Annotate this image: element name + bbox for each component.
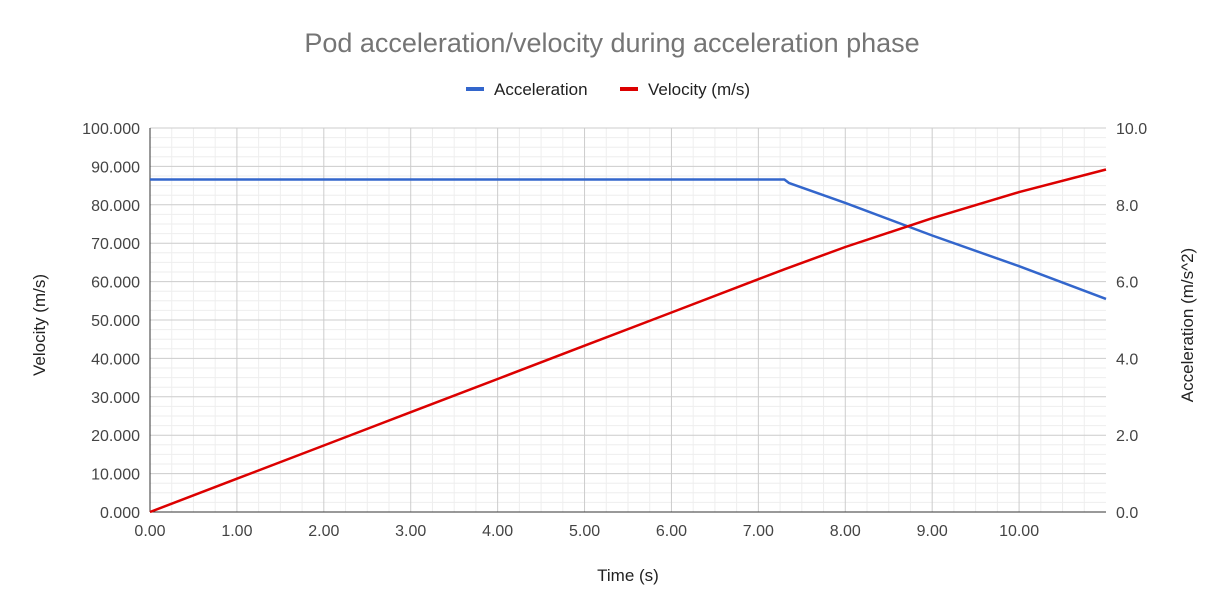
left-y-tick-label: 90.000 — [91, 159, 140, 176]
right-axis-tick-labels: 0.0 2.0 4.0 6.0 8.0 10.0 — [1116, 121, 1147, 522]
legend-item-acceleration[interactable]: Acceleration — [466, 80, 588, 99]
left-y-tick-label: 30.000 — [91, 390, 140, 407]
legend-label-velocity: Velocity (m/s) — [648, 80, 750, 99]
right-y-tick-label: 8.0 — [1116, 198, 1138, 215]
left-y-tick-label: 10.000 — [91, 467, 140, 484]
left-axis-tick-labels: 0.000 10.000 20.000 30.000 40.000 50.000 60.00… — [82, 121, 140, 522]
major-gridlines — [150, 127, 1106, 512]
legend-item-velocity[interactable]: Velocity (m/s) — [620, 80, 750, 99]
series-line-acceleration — [150, 178, 1107, 301]
legend-label-acceleration: Acceleration — [494, 80, 588, 99]
legend-swatch-acceleration — [466, 87, 484, 91]
left-y-tick-label: 60.000 — [91, 275, 140, 292]
right-y-tick-label: 4.0 — [1116, 351, 1138, 368]
x-tick-label: 10.00 — [999, 523, 1039, 540]
x-tick-label: 5.00 — [569, 523, 600, 540]
right-axis-title: Acceleration (m/s^2) — [1178, 248, 1197, 402]
right-y-tick-label: 6.0 — [1116, 275, 1138, 292]
series-layer — [149, 168, 1107, 514]
x-tick-label: 7.00 — [743, 523, 774, 540]
left-y-tick-label: 20.000 — [91, 428, 140, 445]
left-y-tick-label: 40.000 — [91, 351, 140, 368]
right-y-tick-label: 0.0 — [1116, 505, 1138, 522]
x-tick-label: 2.00 — [308, 523, 339, 540]
left-y-tick-label: 50.000 — [91, 313, 140, 330]
x-tick-label: 9.00 — [917, 523, 948, 540]
x-axis-title: Time (s) — [597, 566, 659, 585]
chart-title: Pod acceleration/velocity during acceler… — [304, 28, 919, 58]
x-tick-label: 4.00 — [482, 523, 513, 540]
x-tick-label: 1.00 — [221, 523, 252, 540]
series-line-velocity — [149, 168, 1107, 514]
left-y-tick-label: 70.000 — [91, 236, 140, 253]
axis-lines — [149, 128, 1106, 513]
x-axis-tick-labels: 0.00 1.00 2.00 3.00 4.00 5.00 6.00 7.00 8.00 9.00… — [134, 523, 1039, 540]
x-tick-label: 0.00 — [134, 523, 165, 540]
x-tick-label: 6.00 — [656, 523, 687, 540]
left-axis-title: Velocity (m/s) — [30, 274, 49, 376]
left-y-tick-label: 0.000 — [100, 505, 140, 522]
right-y-tick-label: 10.0 — [1116, 121, 1147, 138]
right-y-tick-label: 2.0 — [1116, 428, 1138, 445]
x-tick-label: 8.00 — [830, 523, 861, 540]
x-tick-label: 3.00 — [395, 523, 426, 540]
legend-swatch-velocity — [620, 87, 638, 91]
legend: Acceleration Velocity (m/s) — [466, 80, 750, 99]
left-y-tick-label: 100.000 — [82, 121, 140, 138]
left-y-tick-label: 80.000 — [91, 198, 140, 215]
